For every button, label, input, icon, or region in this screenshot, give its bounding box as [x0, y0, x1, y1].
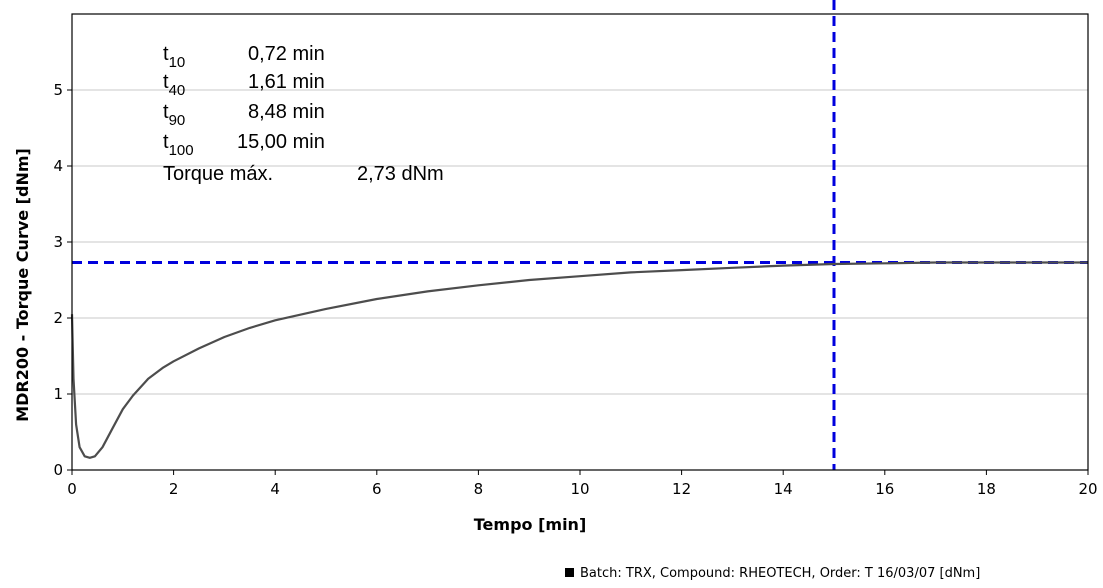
x-tick-label-10: 10	[570, 480, 589, 498]
annotation-t10: t10 0,72 min	[163, 43, 325, 71]
legend: Batch: TRX, Compound: RHEOTECH, Order: T…	[565, 566, 980, 581]
annotation-t10-label: t10	[163, 43, 185, 71]
y-tick-label-4: 4	[53, 157, 63, 175]
annotation-torque-max: Torque máx. 2,73 dNm	[163, 163, 444, 185]
series-layer	[70, 261, 1088, 459]
annotation-t90-value: 8,48 min	[248, 101, 325, 123]
annotation-t40-value: 1,61 min	[248, 71, 325, 93]
reference-lines	[72, 0, 1088, 470]
legend-swatch	[565, 568, 574, 577]
annotation-t90-label: t90	[163, 101, 185, 129]
annotation-t100: t100 15,00 min	[163, 131, 325, 159]
legend-text: Batch: TRX, Compound: RHEOTECH, Order: T…	[580, 566, 980, 581]
x-tick-label-4: 4	[270, 480, 280, 498]
x-tick-label-20: 20	[1078, 480, 1097, 498]
y-tick-label-0: 0	[53, 461, 63, 479]
annotation-t10-value: 0,72 min	[248, 43, 325, 65]
y-axis-title: MDR200 - Torque Curve [dNm]	[13, 148, 32, 422]
annotation-torque-max-label: Torque máx.	[163, 163, 273, 185]
annotation-t40-label: t40	[163, 71, 185, 99]
x-tick-label-6: 6	[372, 480, 382, 498]
annotation-t100-value: 15,00 min	[237, 131, 325, 153]
annotation-block: t10 0,72 min t40 1,61 min t90 8,48 min t…	[163, 43, 444, 185]
x-tick-label-12: 12	[672, 480, 691, 498]
x-tick-label-0: 0	[67, 480, 77, 498]
x-tick-label-14: 14	[774, 480, 793, 498]
gridlines	[72, 89, 1088, 395]
annotation-t100-label: t100	[163, 131, 194, 159]
x-tick-label-2: 2	[169, 480, 179, 498]
x-tick-label-18: 18	[977, 480, 996, 498]
y-tick-label-2: 2	[53, 309, 63, 327]
x-tick-label-8: 8	[474, 480, 484, 498]
y-tick-label-1: 1	[53, 385, 63, 403]
y-tick-label-5: 5	[53, 81, 63, 99]
y-tick-label-3: 3	[53, 233, 63, 251]
x-axis-title: Tempo [min]	[474, 515, 587, 534]
annotation-t90: t90 8,48 min	[163, 101, 325, 129]
annotation-t40: t40 1,61 min	[163, 71, 325, 99]
torque-curve-line	[70, 261, 1088, 459]
x-tick-label-16: 16	[875, 480, 894, 498]
annotation-torque-max-value: 2,73 dNm	[357, 163, 444, 185]
